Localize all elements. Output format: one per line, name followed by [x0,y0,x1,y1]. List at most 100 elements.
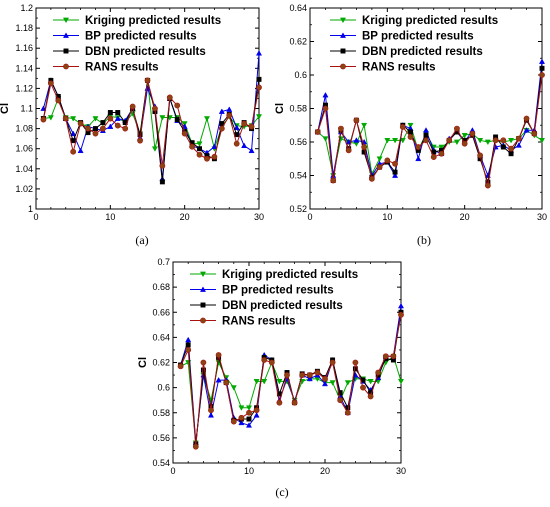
data-point [322,105,329,112]
data-point [430,154,437,160]
legend-label: BP predicted results [222,285,334,297]
data-point [256,84,262,91]
data-point [415,155,422,162]
y-axis-label: Cl [0,103,11,114]
data-point [62,115,69,122]
legend-label: DBN predicted results [85,46,206,58]
data-point [477,137,484,144]
data-point [246,409,252,416]
data-point [276,399,283,406]
legend-label: RANS results [222,316,296,328]
data-point [144,77,151,84]
data-point [415,144,422,150]
data-point [268,359,275,366]
y-tick-label: 1.16 [15,43,33,53]
data-point [539,65,545,71]
data-point [192,443,199,450]
data-point [399,124,406,130]
legend-marker [200,302,206,308]
legend-label: Kriging predicted results [85,15,221,27]
data-point [484,139,491,146]
data-point [523,115,530,122]
y-tick-label: 1.18 [15,23,33,33]
legend: Kriging predicted results BP predicted re… [53,15,221,74]
data-point [397,302,405,309]
data-point [508,137,515,144]
data-point [438,150,445,157]
data-point [159,162,166,169]
y-axis-label: Cl [137,357,149,368]
series-4 [177,311,404,450]
data-point [515,142,522,148]
y-axis-label: Cl [274,103,286,114]
data-point [85,125,91,132]
series-4 [40,77,262,169]
panels: 1 1.02 1.04 1.06 1.08 1.1 1.12 1.14 1.16 1.18 1.2 0… [0,3,547,499]
data-point [337,397,344,404]
y-tick-label: 1.2 [20,3,33,13]
data-point [337,390,343,396]
data-point [408,129,413,135]
legend-item: RANS results [53,62,159,74]
x-tick-label: 20 [460,212,470,222]
data-point [197,146,202,152]
data-point [291,399,298,406]
data-point [230,418,237,425]
data-point [215,352,222,358]
legend-item: DBN predicted results [53,46,206,58]
data-point [93,126,98,132]
x-tick-label: 0 [307,212,312,222]
legend-marker [199,286,207,292]
data-point [255,50,263,56]
data-point [152,105,158,112]
data-point [189,143,195,150]
data-point [107,123,114,129]
data-point [361,144,368,150]
data-point [392,169,398,175]
data-point [284,372,290,378]
data-point [392,172,399,178]
y-tick-label: 0.64 [152,332,170,342]
data-point [100,120,106,126]
data-point [375,369,382,376]
data-point [367,379,374,385]
data-point [306,375,313,382]
series-4 [314,72,545,189]
data-point [484,182,491,189]
data-point [461,140,468,147]
data-point [174,117,180,123]
data-point [114,115,121,121]
data-point [70,138,76,144]
data-point [248,147,255,154]
data-point [422,127,430,133]
data-point [245,422,253,428]
data-point [508,145,514,152]
data-point [137,137,143,144]
data-point [423,137,429,144]
x-tick-label: 30 [254,212,264,222]
y-tick-label: 0.68 [152,282,170,292]
x-tick-label: 30 [537,212,547,222]
data-point [211,143,218,150]
data-point [255,114,263,120]
y-tick-label: 1.12 [15,83,33,93]
y-tick-label: 0.54 [289,171,307,181]
data-point [299,372,306,378]
data-point [306,372,313,378]
data-point [392,160,398,167]
data-point [70,130,77,136]
data-point [367,393,374,400]
legend-label: BP predicted results [85,31,197,43]
data-point [241,120,248,127]
panel-label: (c) [275,485,288,499]
chart-panel-2: 0.52 0.54 0.56 0.58 0.6 0.62 0.64 0 10 20 30 Cl Krig… [274,3,547,247]
data-point [246,416,252,422]
data-point [203,116,210,122]
data-point [390,353,397,360]
y-tick-label: 0.56 [152,433,170,443]
legend-item: Kriging predicted results [53,15,221,27]
x-tick-label: 10 [244,466,254,476]
data-point [196,151,203,158]
